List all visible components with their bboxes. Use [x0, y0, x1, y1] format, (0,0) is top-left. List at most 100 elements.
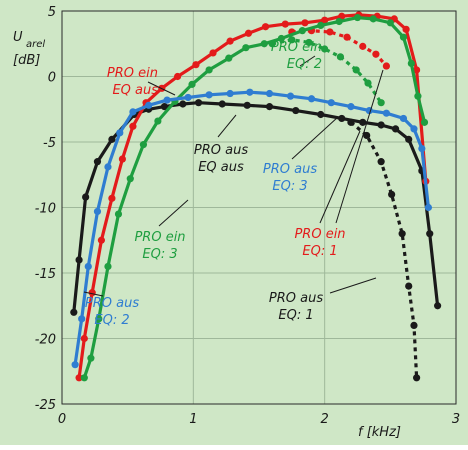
- annotation-leader: [147, 81, 176, 96]
- annotation-leader: [329, 277, 377, 294]
- data-point-blue: [78, 315, 86, 323]
- y-axis-label: U: [13, 30, 23, 45]
- series-label-line: PRO ein: [294, 227, 345, 242]
- data-point-blue: [71, 361, 79, 369]
- data-point-blue: [307, 95, 316, 103]
- data-point-black: [179, 100, 187, 108]
- y-axis-label-sub: arel: [26, 39, 45, 50]
- y-tick-label: 0: [48, 71, 56, 86]
- data-point-black: [218, 100, 226, 108]
- data-point-green: [420, 118, 429, 126]
- x-axis-label: f [kHz]: [358, 425, 401, 440]
- data-point-dotted-black: [405, 282, 413, 290]
- data-point-green: [407, 59, 415, 67]
- annotation-leaders: [83, 55, 384, 297]
- x-tick-label: 3: [452, 412, 460, 427]
- data-point-black: [93, 158, 102, 166]
- data-point-dotted-black: [388, 190, 396, 198]
- series-label: PRO aus EQ: 3: [263, 162, 317, 194]
- data-point-green: [277, 34, 285, 43]
- data-point-red: [321, 16, 329, 24]
- data-point-dotted-red: [326, 28, 334, 36]
- data-point-green: [154, 117, 162, 125]
- x-tick-label: 0: [58, 412, 66, 427]
- data-point-red: [261, 23, 270, 31]
- data-point-red: [173, 72, 182, 81]
- data-point-red: [129, 122, 137, 130]
- data-point-green: [188, 80, 196, 88]
- annotation-leader: [319, 130, 361, 224]
- data-point-green: [104, 262, 112, 271]
- data-point-dotted-black: [377, 158, 385, 166]
- series-label-line: PRO ein: [107, 66, 158, 81]
- data-point-blue: [347, 103, 355, 111]
- y-tick-label: -25: [35, 398, 56, 413]
- data-point-green: [95, 315, 103, 323]
- data-point-green: [80, 374, 88, 382]
- annotation-leader: [335, 69, 384, 224]
- annotation-leader: [83, 291, 104, 297]
- series-label-line: PRO ein: [271, 40, 322, 55]
- data-point-green: [369, 15, 377, 23]
- data-point-green: [298, 27, 306, 35]
- data-point-dotted-green: [336, 53, 345, 61]
- data-point-black: [434, 302, 442, 310]
- data-point-dotted-black: [413, 374, 421, 382]
- series-label: PRO ein EQ aus: [107, 66, 158, 98]
- data-point-blue: [327, 99, 335, 107]
- data-point-green: [205, 66, 213, 74]
- x-tick-label: 1: [189, 412, 197, 427]
- data-point-black: [317, 110, 325, 119]
- data-point-dotted-green: [377, 99, 385, 107]
- plot-frame: [61, 10, 457, 405]
- data-point-blue: [286, 92, 295, 100]
- data-point-blue: [399, 114, 408, 123]
- x-tick-label: 2: [321, 412, 329, 427]
- data-point-blue: [265, 89, 274, 98]
- data-point-dotted-green: [305, 38, 313, 47]
- data-point-dotted-red: [359, 42, 367, 50]
- data-point-dotted-red: [382, 62, 390, 70]
- data-point-blue: [246, 88, 254, 96]
- data-point-black: [292, 106, 300, 115]
- series-label-line: PRO aus: [269, 291, 323, 306]
- data-point-blue: [104, 163, 112, 171]
- data-point-green: [386, 19, 394, 27]
- data-point-black: [405, 135, 413, 143]
- data-point-blue: [163, 96, 171, 104]
- series-label: PRO aus EQ: 2: [85, 296, 139, 328]
- data-point-red: [118, 155, 127, 163]
- data-point-blue: [382, 109, 390, 117]
- series-label-line: EQ: 1: [302, 244, 337, 259]
- series-label: PRO aus EQ aus: [194, 143, 248, 175]
- series-label-line: EQ: 2: [287, 57, 322, 72]
- data-point-red: [301, 19, 309, 27]
- series-label-line: EQ aus: [112, 83, 158, 98]
- annotation-leader: [158, 199, 189, 227]
- data-point-green: [242, 44, 250, 52]
- data-point-black: [194, 99, 203, 107]
- annotation-leader: [299, 55, 316, 67]
- data-point-red: [75, 374, 83, 382]
- data-point-black: [75, 256, 83, 264]
- series-label-line: EQ aus: [198, 160, 244, 175]
- data-point-red: [402, 25, 410, 33]
- series-label-line: PRO ein: [134, 230, 185, 245]
- data-point-dotted-green: [288, 36, 296, 44]
- data-point-red: [244, 29, 253, 37]
- data-point-green: [335, 17, 343, 26]
- data-point-green: [139, 141, 148, 149]
- series-label-line: PRO aus: [194, 143, 248, 158]
- data-point-green: [87, 354, 95, 362]
- data-point-blue: [184, 93, 192, 102]
- y-tick-label: -15: [35, 267, 56, 282]
- data-point-dotted-red: [372, 50, 380, 58]
- data-point-dotted-black: [398, 230, 406, 238]
- data-point-red: [281, 20, 289, 28]
- data-point-green: [260, 40, 268, 48]
- data-point-black: [377, 121, 385, 129]
